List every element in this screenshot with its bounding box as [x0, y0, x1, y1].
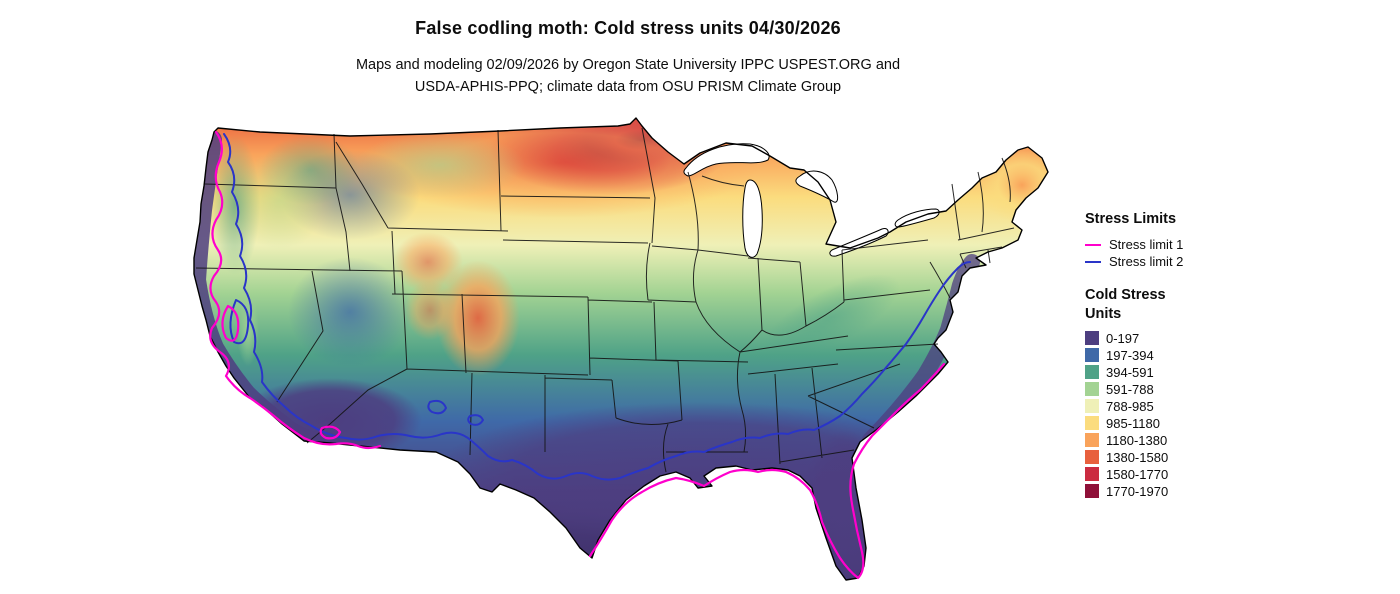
- color-swatch: [1085, 416, 1099, 430]
- page-title: False codling moth: Cold stress units 04…: [415, 18, 841, 38]
- colorado-rockies-blob: [436, 260, 520, 376]
- swatch-label: 985-1180: [1106, 415, 1160, 431]
- legend-item: 788-985: [1085, 398, 1235, 414]
- great-lakes: [683, 143, 940, 258]
- swatch-label: 788-985: [1106, 398, 1154, 414]
- florida-blob: [799, 430, 891, 580]
- legend-item: 0-197: [1085, 330, 1235, 346]
- color-swatch: [1085, 399, 1099, 413]
- legend-item-stress-limit-2: Stress limit 2: [1085, 253, 1235, 270]
- color-swatch: [1085, 484, 1099, 498]
- legend-item: 197-394: [1085, 347, 1235, 363]
- us-outline: [193, 117, 1049, 581]
- color-swatch: [1085, 382, 1099, 396]
- stress-limits-heading: Stress Limits: [1085, 211, 1177, 227]
- swatch-label: 1580-1770: [1106, 466, 1169, 482]
- stress-limit-2-label: Stress limit 2: [1109, 254, 1184, 269]
- map-legend: Stress Limits Stress limit 1 Stress limi…: [1085, 210, 1235, 501]
- subtitle-line-2: USDA-APHIS-PPQ; climate data from OSU PR…: [414, 79, 842, 95]
- legend-item: 1180-1380: [1085, 432, 1235, 448]
- subtitle-line-1: Maps and modeling 02/09/2026 by Oregon S…: [355, 57, 901, 73]
- swatch-label: 0-197: [1106, 330, 1140, 346]
- legend-item: 394-591: [1085, 364, 1235, 380]
- appalachians-blob: [759, 273, 901, 363]
- legend-item: 1380-1580: [1085, 449, 1235, 465]
- stress-limit-1-label: Stress limit 1: [1109, 237, 1184, 252]
- color-swatch: [1085, 467, 1099, 481]
- cold-stress-raster: [194, 118, 1048, 580]
- color-swatch: [1085, 450, 1099, 464]
- swatch-label: 197-394: [1106, 347, 1154, 363]
- subtitle: Maps and modeling 02/09/2026 by Oregon S…: [356, 54, 900, 98]
- stress-limit-2-line-sample: [1085, 260, 1101, 263]
- lake-michigan: [742, 179, 763, 258]
- stress-limit-1-line-sample: [1085, 243, 1101, 246]
- legend-item: 1770-1970: [1085, 483, 1235, 499]
- swatch-label: 1770-1970: [1106, 483, 1169, 499]
- legend-item-stress-limit-1: Stress limit 1: [1085, 236, 1235, 253]
- maine-orange-blob: [978, 147, 1048, 223]
- lake-huron: [795, 170, 839, 203]
- stress-limit-1-contour: [209, 130, 946, 580]
- swatch-label: 1380-1580: [1106, 449, 1169, 465]
- color-swatch: [1085, 365, 1099, 379]
- color-swatch: [1085, 331, 1099, 345]
- swatch-label: 394-591: [1106, 364, 1154, 380]
- cold-stress-units-heading: Cold Stress Units: [1085, 287, 1166, 322]
- state-borders: [195, 127, 1015, 473]
- color-swatch: [1085, 433, 1099, 447]
- color-swatch: [1085, 348, 1099, 362]
- legend-item: 985-1180: [1085, 415, 1235, 431]
- legend-item: 591-788: [1085, 381, 1235, 397]
- swatch-label: 1180-1380: [1106, 432, 1168, 448]
- great-basin-blob: [288, 257, 412, 367]
- swatch-label: 591-788: [1106, 381, 1154, 397]
- stress-limit-2-contour: [223, 133, 971, 481]
- legend-item: 1580-1770: [1085, 466, 1235, 482]
